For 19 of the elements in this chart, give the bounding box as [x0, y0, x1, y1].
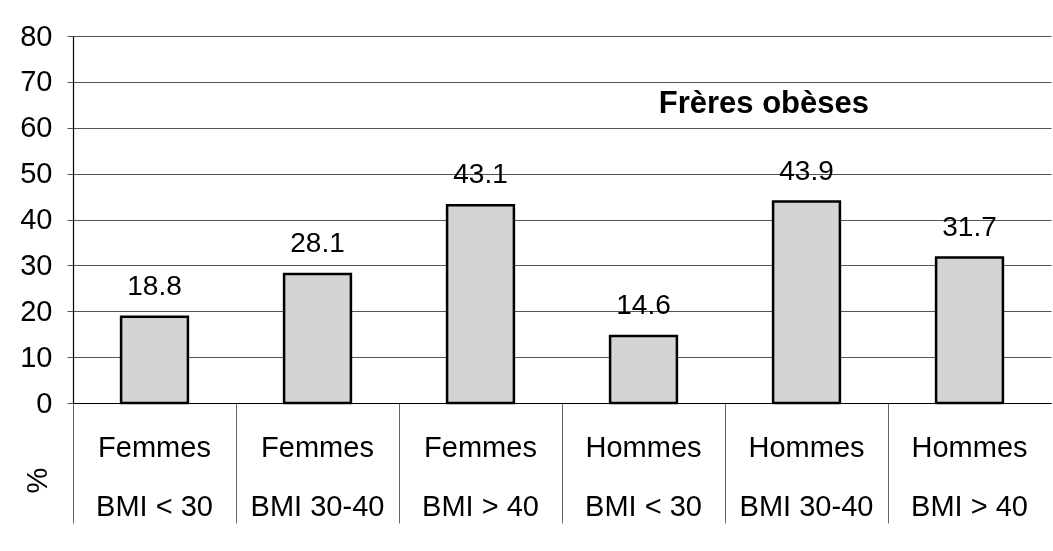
data-label: 18.8 — [127, 269, 182, 301]
data-label: 28.1 — [290, 227, 345, 259]
x-tick-label: Hommes BMI > 40 — [911, 430, 1028, 522]
y-tick-label: 0 — [36, 386, 53, 419]
y-tick-label: 30 — [20, 248, 53, 281]
x-tick-label: Femmes BMI > 40 — [422, 430, 539, 522]
y-tick-label: 50 — [20, 157, 53, 190]
x-tick-label: Hommes BMI < 30 — [585, 430, 702, 522]
y-tick-label: 10 — [20, 340, 53, 373]
y-tick-label: 80 — [20, 19, 53, 52]
x-tick-label: Femmes BMI < 30 — [96, 430, 213, 522]
y-tick-label: 60 — [20, 111, 53, 144]
y-tick-label: 40 — [20, 203, 53, 235]
x-tick-label: Hommes BMI 30-40 — [739, 430, 874, 522]
y-tick-label: 20 — [20, 294, 53, 327]
y-tick-label: 70 — [20, 65, 53, 98]
y-axis-title: % — [20, 467, 53, 494]
text: Frères obèses — [658, 85, 869, 120]
x-tick-label: Femmes BMI 30-40 — [250, 430, 385, 522]
